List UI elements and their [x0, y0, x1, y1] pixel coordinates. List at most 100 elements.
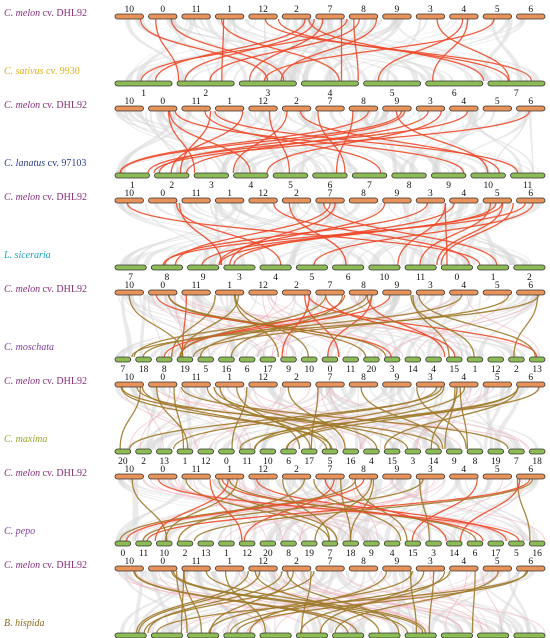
background-synteny-band [408, 571, 525, 633]
target-chromosome-9 [363, 540, 380, 547]
target-chromosome-2 [513, 632, 546, 638]
melon-chromosome-label: 9 [395, 97, 400, 107]
background-synteny-band [219, 295, 297, 357]
target-chromosome-5 [295, 264, 328, 271]
background-synteny-band [325, 387, 404, 449]
melon-species-label: C. melon cv. DHL92 [4, 100, 87, 111]
synteny-link [409, 570, 418, 634]
target-chromosome-1 [466, 356, 484, 363]
target-chromosome-label: 14 [408, 365, 418, 375]
melon-chromosome-label: 10 [124, 281, 134, 291]
target-chromosome-0 [114, 540, 132, 547]
target-chromosome-8 [391, 172, 427, 179]
melon-chromosome-3 [415, 105, 446, 112]
faint-synteny-link [466, 294, 540, 358]
target-chromosome-label: 13 [201, 549, 211, 559]
target-chromosome-5 [321, 448, 339, 455]
target-chromosome-label: 1 [130, 181, 135, 191]
background-synteny-band [283, 111, 491, 173]
synteny-link [228, 478, 477, 542]
background-synteny-band [196, 295, 258, 357]
melon-chromosome-label: 2 [294, 557, 299, 567]
melon-chromosome-8 [348, 473, 379, 480]
melon-chromosome-7 [315, 473, 345, 480]
melon-chromosome-6 [516, 289, 546, 296]
melon-chromosome-label: 7 [328, 557, 333, 567]
background-synteny-band [121, 111, 416, 173]
melon-chromosome-5 [482, 381, 513, 388]
background-synteny-band [318, 387, 527, 449]
target-chromosome-4 [363, 448, 380, 455]
synteny-link [209, 18, 360, 82]
target-chromosome-label: 3 [431, 549, 436, 559]
species-name: C. lanatus [4, 158, 46, 169]
melon-chromosome-7 [315, 13, 345, 20]
synteny-link [233, 202, 455, 266]
synteny-link [254, 570, 380, 634]
melon-chromosome-7 [315, 105, 345, 112]
synteny-link [119, 386, 142, 450]
melon-chromosome-label: 5 [495, 557, 500, 567]
background-synteny-band [202, 203, 242, 265]
target-chromosome-2 [176, 540, 194, 547]
target-chromosome-13 [155, 448, 173, 455]
synteny-link [168, 110, 251, 174]
background-synteny-band [417, 111, 489, 173]
faint-synteny-link [212, 478, 372, 542]
target-chromosome-label: 4 [273, 273, 278, 283]
faint-synteny-link [180, 294, 404, 358]
target-chromosome-5 [363, 80, 422, 87]
melon-chromosome-9 [382, 565, 412, 572]
background-synteny-band [143, 203, 299, 265]
target-chromosome-10 [300, 356, 318, 363]
background-synteny-band [170, 295, 460, 357]
background-synteny-band [250, 295, 506, 357]
target-chromosome-7 [351, 172, 388, 179]
melon-chromosome-0 [148, 381, 178, 388]
synteny-link [440, 202, 514, 266]
melon-chromosome-6 [516, 473, 546, 480]
target-species-label: C. sativus cv. 9930 [4, 66, 80, 77]
faint-synteny-link [135, 570, 405, 634]
melon-chromosome-label: 12 [258, 281, 268, 291]
background-synteny-band [126, 295, 322, 357]
synteny-link [193, 478, 534, 542]
melon-chromosome-11 [181, 473, 211, 480]
background-synteny-band [221, 19, 324, 81]
background-synteny-band [494, 387, 522, 449]
species-name: C. moschata [4, 342, 54, 353]
melon-chromosome-label: 0 [160, 557, 165, 567]
melon-chromosome-label: 12 [258, 557, 268, 567]
target-chromosome-label: 2 [527, 273, 532, 283]
background-synteny-band [146, 387, 207, 449]
melon-chromosome-7 [315, 197, 345, 204]
species-name: C. melon [4, 468, 41, 479]
synteny-link [173, 386, 185, 450]
melon-chromosome-5 [482, 197, 513, 204]
background-synteny-band [372, 295, 398, 357]
melon-chromosome-label: 5 [495, 5, 500, 15]
melon-chromosome-5 [482, 565, 513, 572]
species-name: C. sativus [4, 66, 44, 77]
faint-synteny-link [331, 386, 527, 450]
melon-chromosome-label: 1 [227, 97, 232, 107]
synteny-link [220, 18, 340, 82]
faint-synteny-link [134, 478, 261, 542]
target-chromosome-label: 14 [429, 457, 439, 467]
target-chromosome-label: 2 [183, 549, 188, 559]
faint-synteny-link [417, 478, 504, 542]
melon-chromosome-9 [382, 473, 412, 480]
melon-chromosome-4 [449, 565, 479, 572]
target-chromosome-3 [238, 80, 297, 87]
target-chromosome-label: 5 [310, 273, 315, 283]
target-chromosome-label: 18 [532, 457, 542, 467]
synteny-link [147, 570, 283, 634]
faint-synteny-link [275, 570, 381, 634]
target-chromosome-3 [193, 172, 230, 179]
target-chromosome-1 [114, 172, 150, 179]
melon-chromosome-0 [148, 565, 178, 572]
melon-chromosome-label: 3 [428, 281, 433, 291]
synteny-link [268, 110, 291, 174]
melon-chromosome-8 [348, 565, 379, 572]
melon-chromosome-7 [315, 289, 345, 296]
